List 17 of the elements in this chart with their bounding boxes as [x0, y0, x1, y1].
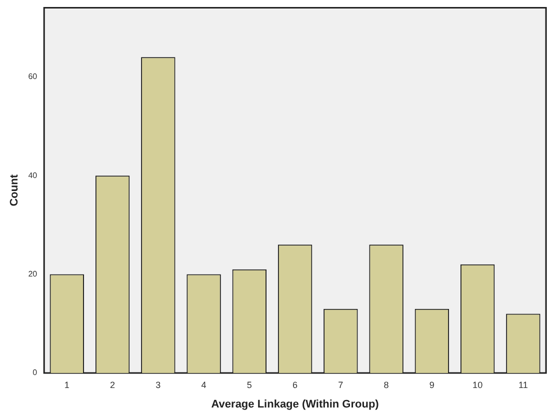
x-tick-label: 11 [518, 380, 528, 390]
y-tick-label: 40 [28, 170, 38, 180]
x-tick-label: 9 [429, 380, 434, 390]
y-axis-title: Count [8, 174, 21, 206]
x-tick-label: 5 [246, 380, 252, 390]
x-tick-label: 6 [292, 380, 298, 390]
y-tick-label: 20 [28, 270, 38, 278]
x-axis-title: Average Linkage (Within Group) [211, 398, 380, 410]
x-tick-label: 3 [156, 380, 161, 390]
x-tick-label: 2 [110, 380, 116, 390]
x-tick-label: 10 [472, 380, 483, 390]
x-tick-label: 8 [384, 380, 389, 390]
y-tick-label: 60 [28, 72, 38, 82]
x-tick-label: 1 [64, 380, 70, 390]
x-tick-label: 4 [201, 380, 206, 390]
x-tick-label: 7 [338, 380, 344, 390]
y-tick-label: 0 [32, 368, 38, 378]
